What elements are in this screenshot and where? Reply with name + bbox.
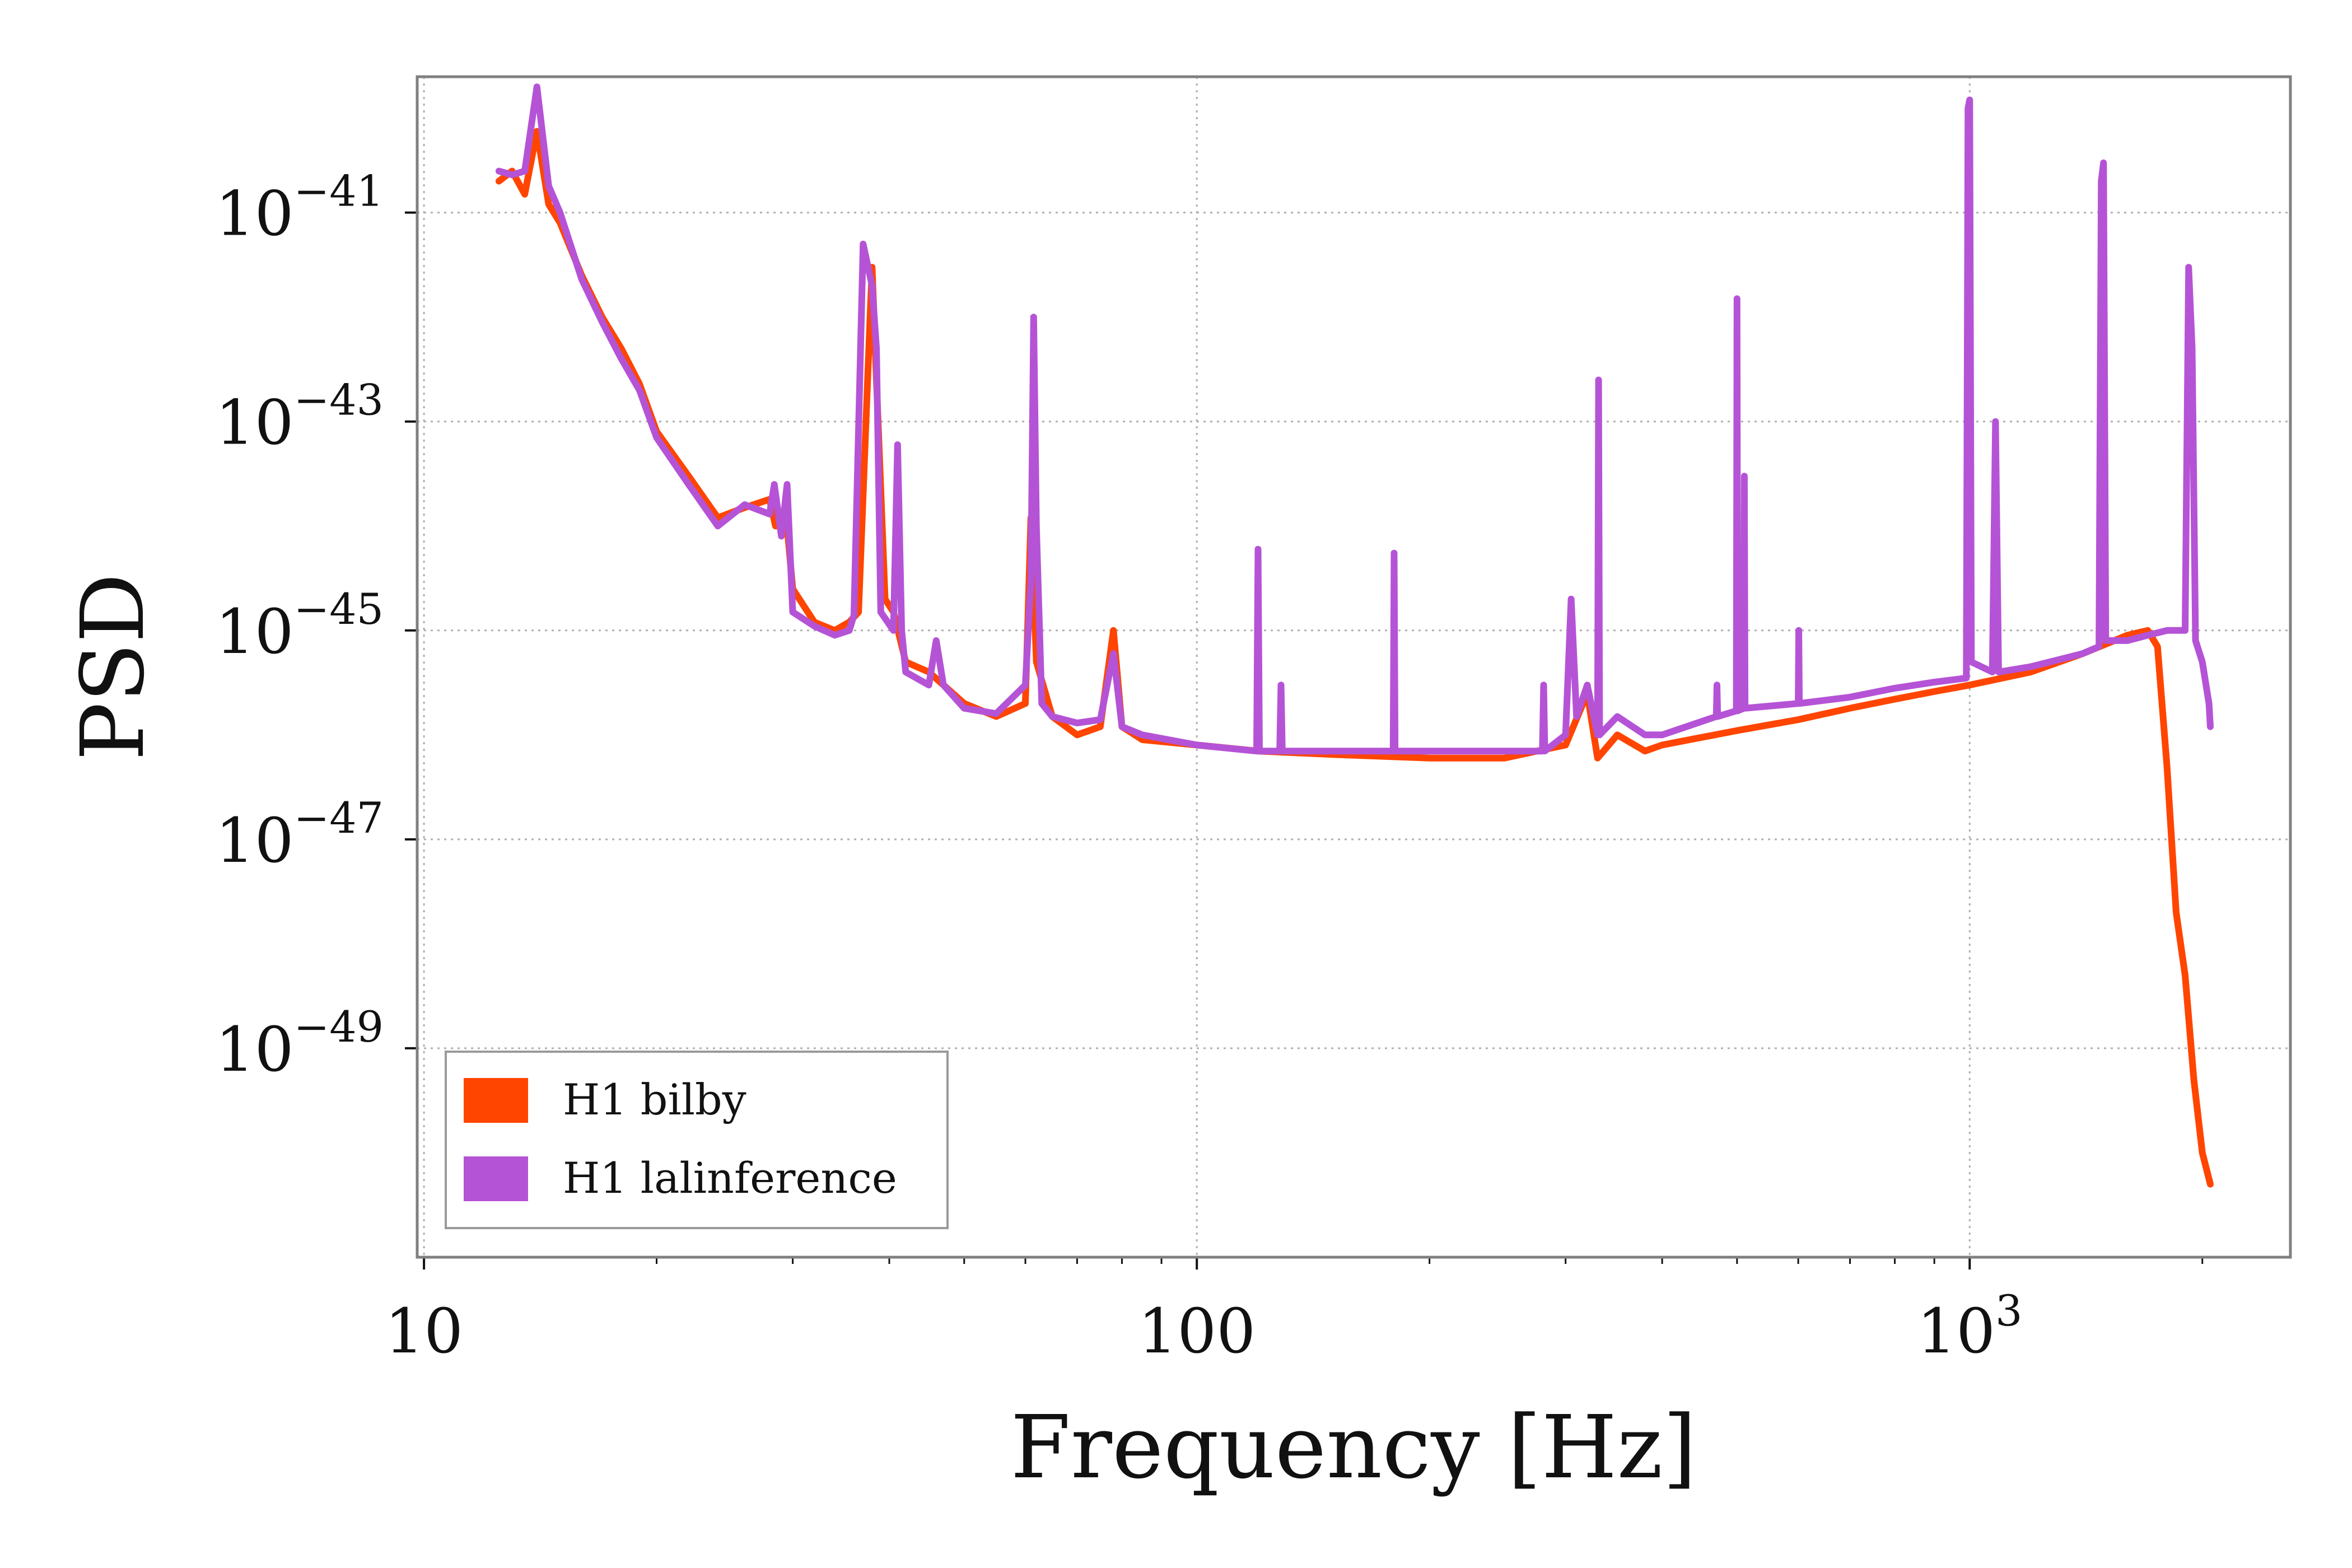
- legend-frame: [445, 1051, 949, 1229]
- y-tick-label: 10−49: [216, 1002, 384, 1085]
- series-layer: [495, 83, 2214, 1188]
- x-tick-label: 10: [385, 1295, 463, 1367]
- x-tick-label: 100: [1138, 1295, 1256, 1367]
- y-tick-label: 10−41: [216, 166, 384, 250]
- series-line-lalinference: [495, 83, 2214, 755]
- y-tick-label: 10−45: [216, 584, 384, 668]
- legend-swatch-bilby: [464, 1078, 528, 1123]
- y-tick-label: 10−43: [216, 375, 384, 459]
- legend-label-lalinference: H1 lalinference: [563, 1153, 897, 1203]
- y-axis-ticks: 10−41 10−43 10−45 10−47 10−49: [216, 166, 417, 1085]
- plot-frame: [416, 75, 2292, 1259]
- x-tick-label: 103: [1917, 1286, 2022, 1367]
- legend-label-bilby: H1 bilby: [563, 1075, 746, 1124]
- y-tick-label: 10−47: [216, 793, 384, 876]
- x-axis-label: Frequency [Hz]: [1010, 1397, 1696, 1498]
- legend: H1 bilby H1 lalinference: [445, 1051, 949, 1229]
- legend-swatch-lalinference: [464, 1156, 528, 1201]
- y-axis-label: PSD: [62, 573, 164, 761]
